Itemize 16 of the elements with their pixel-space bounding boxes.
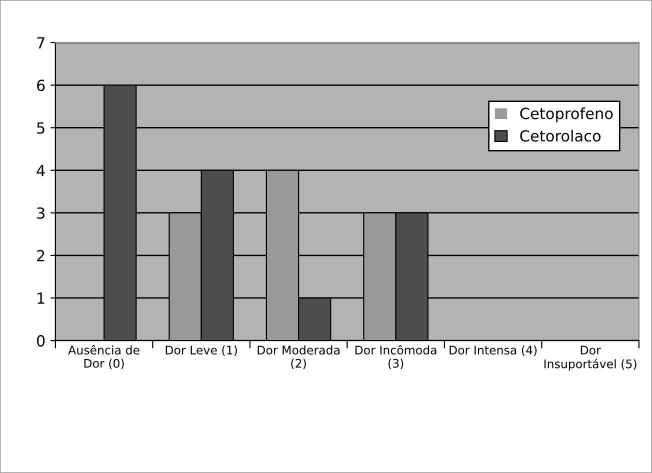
y-tick-label: 2 [37,250,44,262]
x-tick-label: Dor Intensa (4) [450,345,537,356]
x-tick-label: Dor Moderada (2) [258,345,340,370]
x-tick-label: Dor Insuportável (5) [544,346,636,371]
legend-label: Cetorolaco [520,130,601,142]
y-tick-label: 6 [37,80,45,92]
y-tick-label: 5 [37,122,44,134]
y-tick-label: 0 [36,335,45,347]
y-tick-label: 4 [36,164,45,176]
y-tick-label: 1 [38,292,44,304]
x-tick-label: Dor Incômoda (3) [355,344,436,370]
y-tick-label: 3 [37,207,44,219]
x-tick-label: Ausência de Dor (0) [68,344,140,370]
y-tick-label: 7 [37,37,44,48]
x-tick-label: Dor Leve (1) [166,345,237,356]
legend-label: Cetoprofeno [520,107,613,122]
